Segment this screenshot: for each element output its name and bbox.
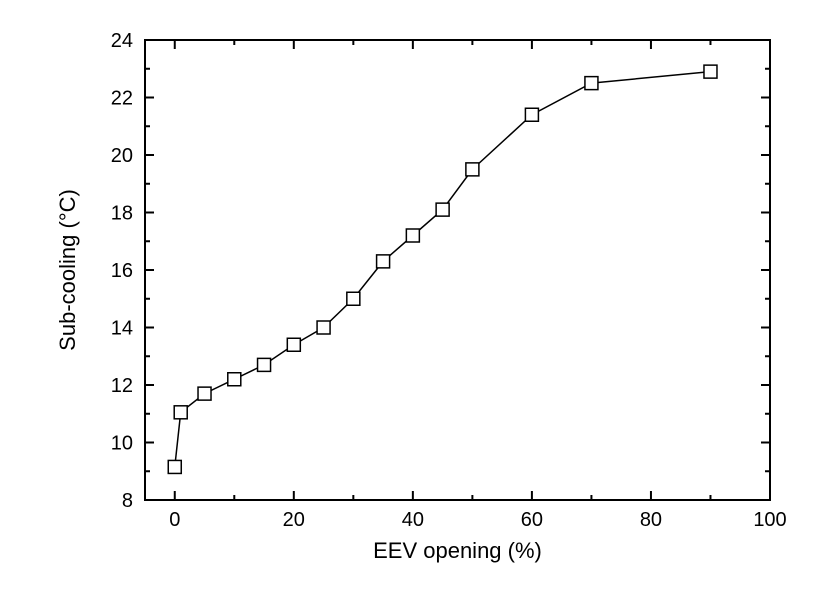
data-marker [704, 65, 717, 78]
y-axis-label: Sub-cooling (°C) [55, 189, 80, 351]
y-tick-label: 22 [111, 88, 133, 110]
data-marker [377, 255, 390, 268]
data-marker [466, 163, 479, 176]
x-tick-label: 0 [169, 509, 180, 531]
data-marker [228, 373, 241, 386]
y-tick-label: 10 [111, 433, 133, 455]
data-marker [198, 387, 211, 400]
data-marker [317, 321, 330, 334]
x-tick-label: 20 [283, 509, 305, 531]
x-tick-label: 100 [753, 509, 786, 531]
data-marker [258, 358, 271, 371]
x-tick-label: 80 [640, 509, 662, 531]
data-marker [525, 108, 538, 121]
x-tick-label: 40 [402, 509, 424, 531]
y-tick-label: 24 [111, 30, 133, 52]
data-marker [436, 203, 449, 216]
data-marker [347, 292, 360, 305]
data-marker [406, 229, 419, 242]
y-tick-label: 18 [111, 203, 133, 225]
data-marker [168, 460, 181, 473]
chart-container: 0 20 40 60 80 100 8 10 12 14 16 18 20 22 24 EEV opening… [0, 0, 830, 598]
y-tick-label: 8 [122, 490, 133, 512]
data-marker [287, 338, 300, 351]
y-tick-label: 20 [111, 145, 133, 167]
data-marker [174, 406, 187, 419]
data-marker [585, 77, 598, 90]
chart-svg: 0 20 40 60 80 100 8 10 12 14 16 18 20 22 24 EEV opening… [0, 0, 830, 598]
y-tick-label: 12 [111, 375, 133, 397]
x-tick-label: 60 [521, 509, 543, 531]
x-axis-label: EEV opening (%) [373, 538, 542, 563]
y-tick-label: 16 [111, 260, 133, 282]
y-tick-label: 14 [111, 318, 133, 340]
